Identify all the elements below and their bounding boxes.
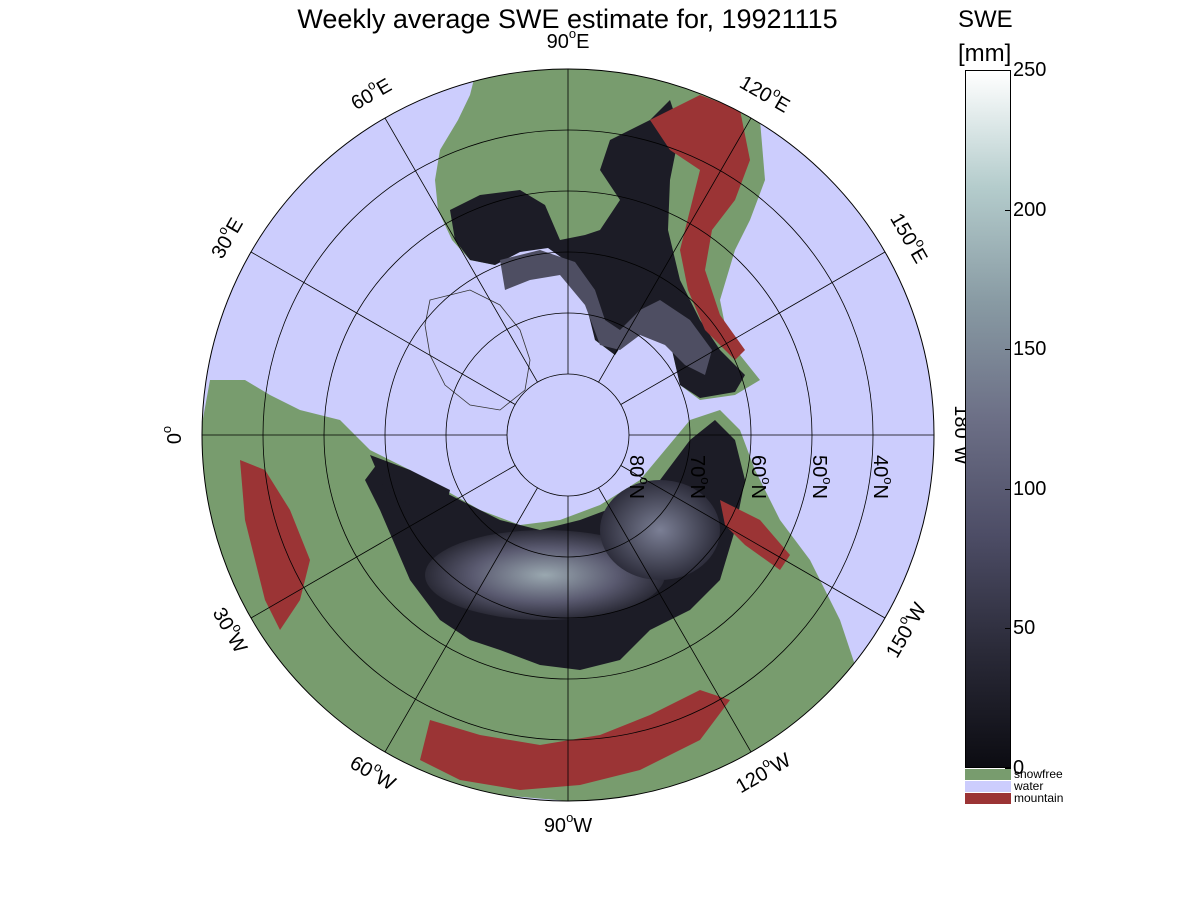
category-swatch-mountain — [965, 793, 1011, 804]
meridian--120 — [598, 487, 752, 753]
lat-label-70: 70oN — [686, 455, 713, 499]
colorbar-tick-label: 100 — [1013, 477, 1047, 500]
map-boundary — [201, 68, 935, 802]
colorbar-tick-label: 50 — [1013, 617, 1036, 640]
category-label-water: water — [1014, 779, 1044, 793]
snow-eurasia-high — [425, 530, 665, 620]
colorbar-tick-mark — [1005, 768, 1011, 769]
colorbar-tick-mark — [1005, 209, 1011, 211]
category-swatch-snowfree — [965, 769, 1011, 780]
snow-north-america-mid — [500, 250, 712, 375]
category-label-snowfree: snowfree — [1014, 767, 1063, 781]
map-disk — [202, 69, 934, 801]
colorbar-title-line1: SWE — [958, 6, 1013, 33]
colorbar — [965, 70, 1011, 768]
category-swatch-water — [965, 781, 1011, 792]
meridian--150 — [620, 465, 886, 619]
colorbar-tick-mark — [1005, 488, 1011, 490]
meridian--60 — [384, 487, 538, 753]
snow-europe — [370, 455, 450, 510]
colorbar-tick-label: 200 — [1013, 198, 1047, 221]
colorbar-tick-label: 150 — [1013, 338, 1047, 361]
lat-label-50: 50oN — [808, 455, 835, 499]
colorbar-tick-mark — [1005, 349, 1011, 351]
lon-label-90E: 90oE — [547, 26, 590, 53]
colorbar-title-line2: [mm] — [958, 40, 1012, 67]
lat-label-80: 80oN — [625, 455, 652, 499]
colorbar-tick-mark — [1005, 628, 1011, 630]
meridian-120 — [598, 117, 752, 383]
latitude-labels: 80oN 70oN 60oN 50oN 40oN — [625, 455, 896, 499]
lon-label--150W: 150oW — [878, 597, 931, 662]
colorbar-tick-mark — [1005, 70, 1011, 71]
mountain-europe — [240, 460, 310, 630]
colorbar-tick-label: 250 — [1013, 59, 1047, 81]
category-label-mountain: mountain — [1014, 791, 1064, 805]
greenland — [424, 289, 531, 411]
lat-label-40: 40oN — [869, 455, 896, 499]
graticule — [202, 69, 934, 801]
meridian-30 — [250, 251, 516, 405]
figure-title: Weekly average SWE estimate for, 1992111… — [297, 4, 838, 34]
lon-label-30E: 30oE — [203, 212, 248, 263]
mountain-siberia — [720, 500, 790, 570]
colorbar-tick-label: 0 — [1013, 757, 1025, 779]
lon-label-60E: 60oE — [345, 70, 396, 115]
lon-label-150E: 150oE — [885, 207, 935, 267]
lon-label-120E: 120oE — [735, 68, 795, 118]
lon-label-0: 0o — [159, 426, 186, 444]
lat-label-60: 60oN — [747, 455, 774, 499]
meridian-150 — [620, 251, 886, 405]
lon-label--90W: 90oW — [544, 810, 592, 837]
meridian--30 — [250, 465, 516, 619]
mountain-rockies — [650, 95, 750, 360]
meridian-60 — [384, 117, 538, 383]
